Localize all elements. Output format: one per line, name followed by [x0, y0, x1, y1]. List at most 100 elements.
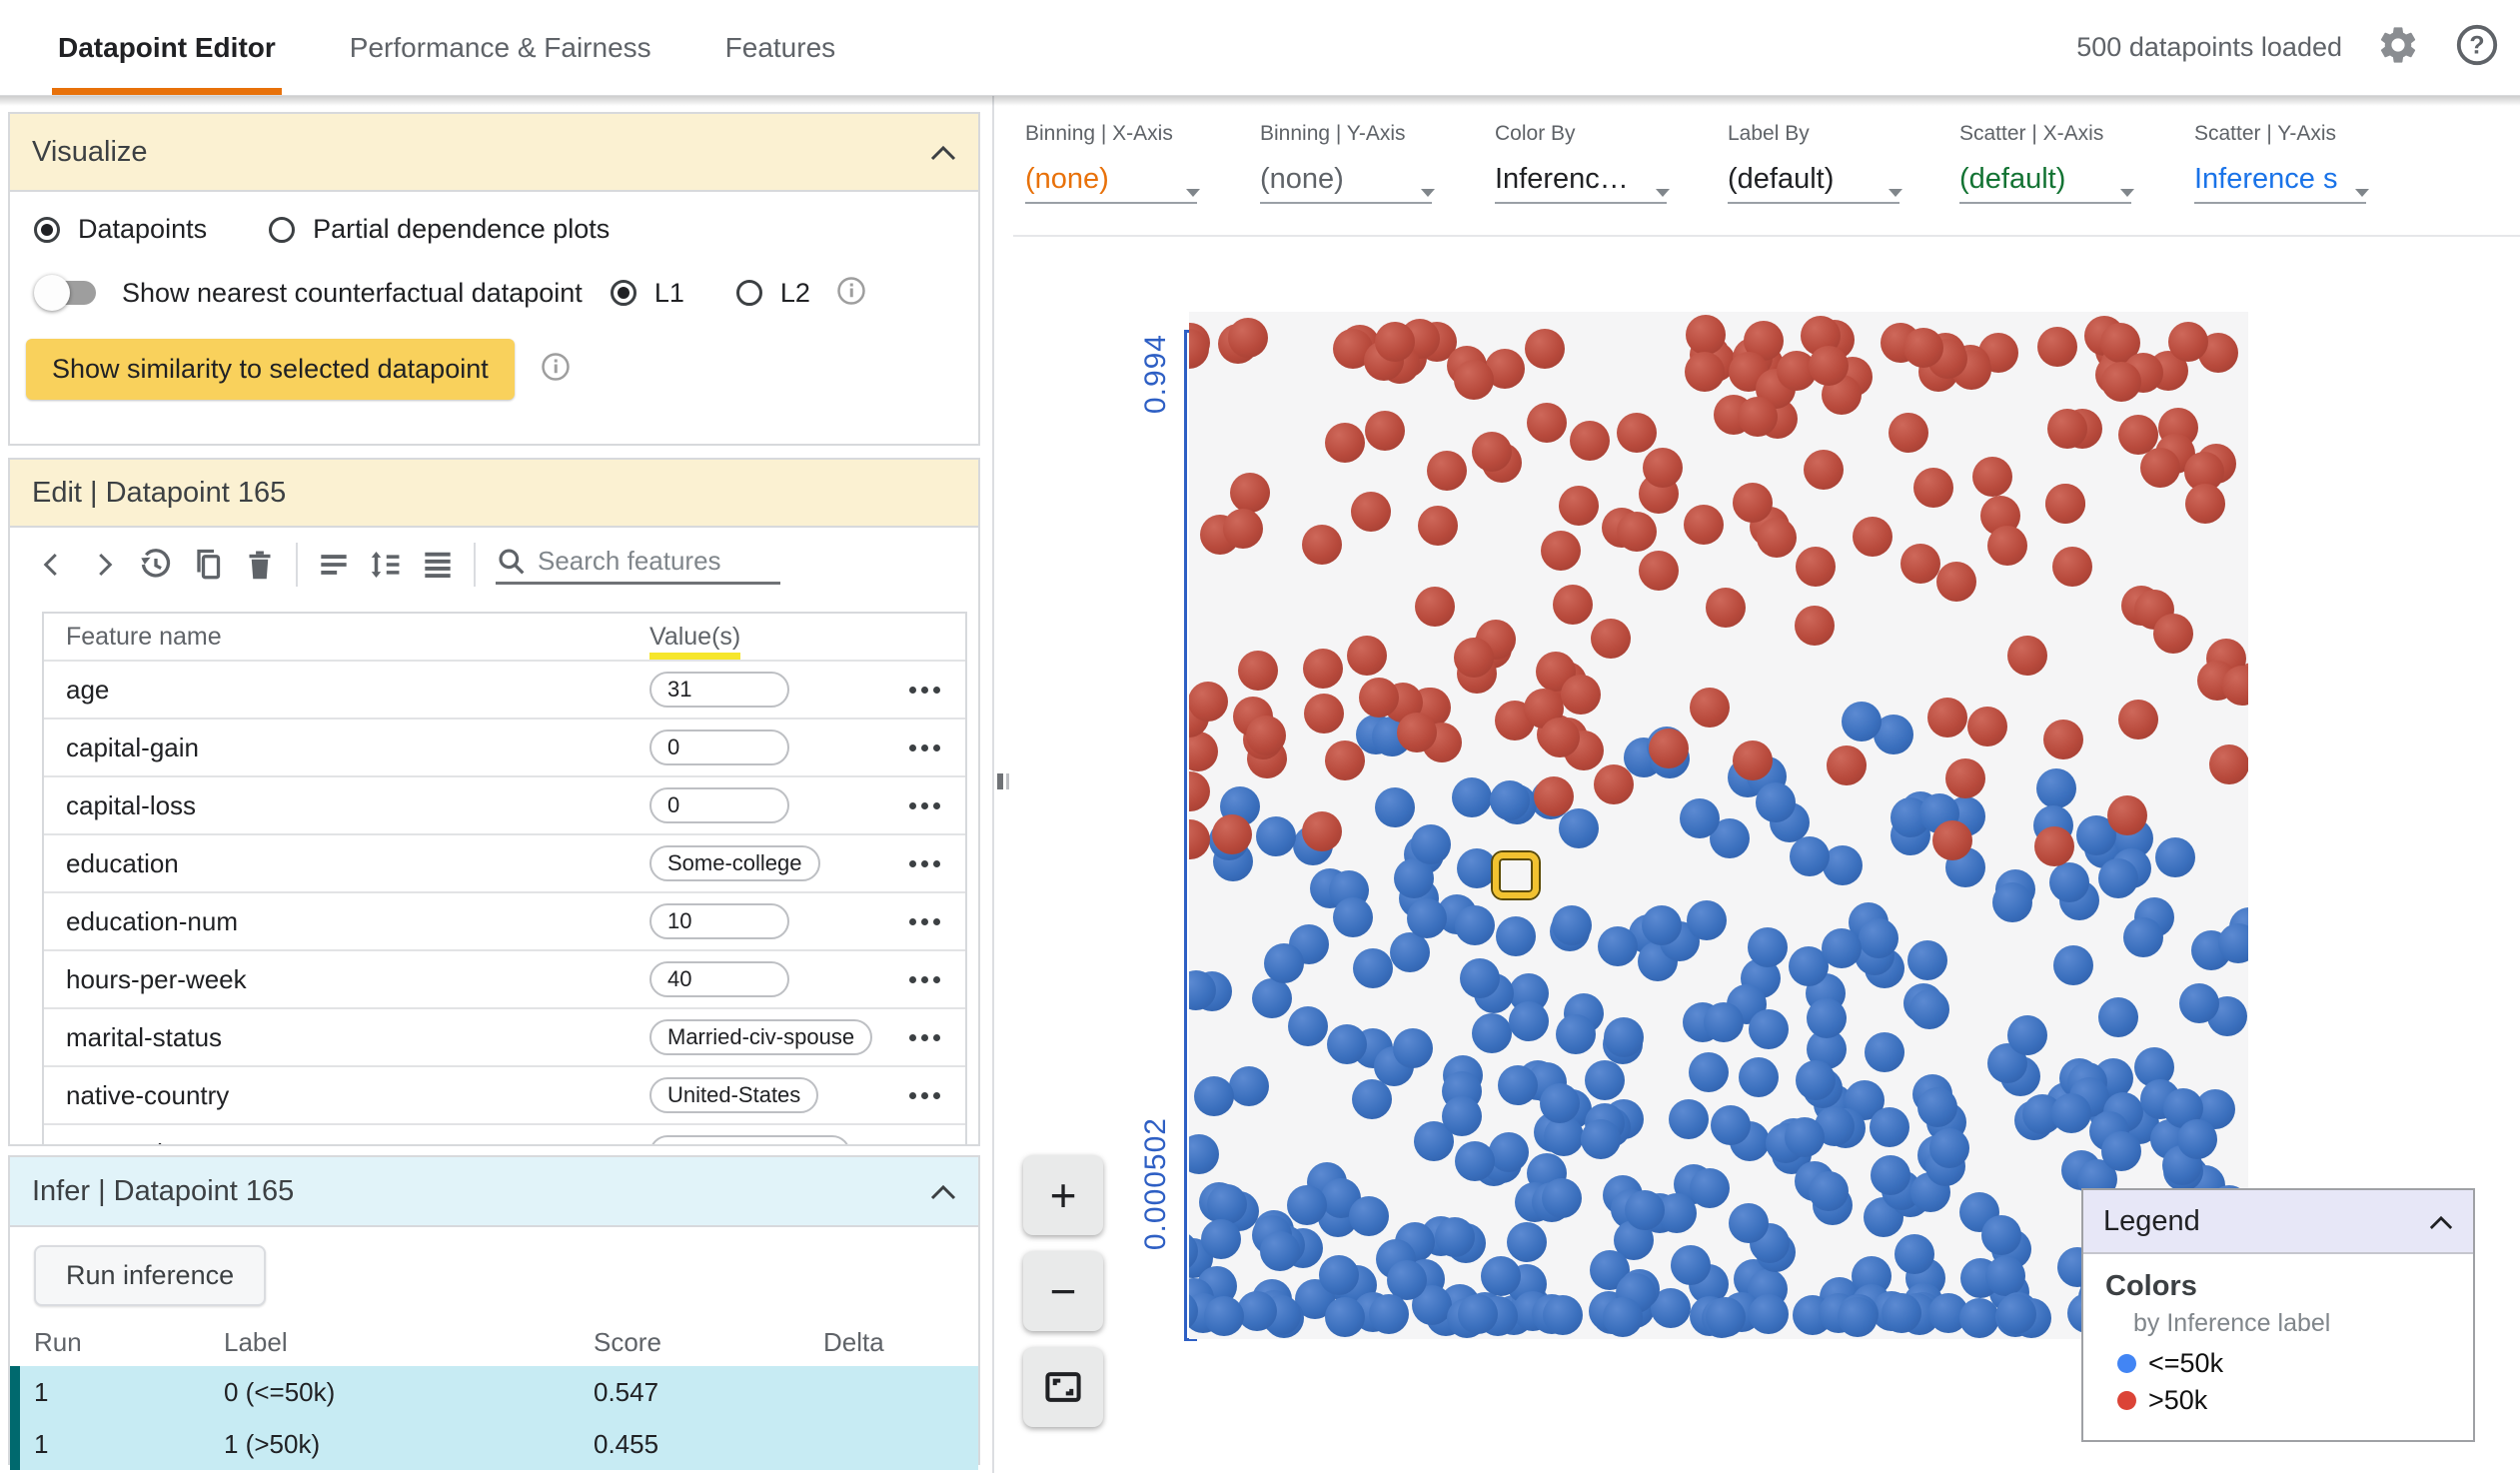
settings-gear-icon[interactable]: [2376, 23, 2420, 72]
datapoint-dot-blue[interactable]: [1480, 1255, 1521, 1296]
datapoint-dot-blue[interactable]: [1488, 1131, 1529, 1172]
feature-menu-button[interactable]: [901, 859, 965, 867]
feature-menu-button[interactable]: [901, 743, 965, 751]
restore-datapoint-icon[interactable]: [130, 539, 182, 591]
datapoint-dot-blue[interactable]: [1679, 798, 1720, 839]
datapoint-dot-blue[interactable]: [1455, 1141, 1495, 1182]
datapoint-dot-red[interactable]: [1189, 681, 1228, 722]
datapoint-dot-blue[interactable]: [1992, 881, 2033, 922]
datapoint-dot-blue[interactable]: [1871, 1155, 1911, 1196]
radio-l1[interactable]: [610, 280, 636, 306]
datapoint-dot-blue[interactable]: [1703, 1002, 1744, 1043]
datapoint-dot-red[interactable]: [1590, 618, 1631, 659]
datapoint-dot-blue[interactable]: [1375, 786, 1416, 827]
datapoint-dot-blue[interactable]: [1909, 989, 1950, 1030]
datapoint-dot-blue[interactable]: [1256, 815, 1297, 856]
datapoint-dot-red[interactable]: [1642, 448, 1683, 489]
datapoint-dot-blue[interactable]: [1442, 1095, 1483, 1136]
visualize-header[interactable]: Visualize: [10, 114, 978, 192]
datapoint-dot-blue[interactable]: [1194, 1076, 1235, 1117]
infer-header[interactable]: Infer | Datapoint 165: [10, 1157, 978, 1227]
show-similarity-button[interactable]: Show similarity to selected datapoint: [26, 339, 515, 400]
datapoint-dot-red[interactable]: [2033, 826, 2074, 867]
datapoint-dot-red[interactable]: [1301, 811, 1342, 852]
datapoint-dot-blue[interactable]: [1598, 926, 1639, 967]
datapoint-dot-blue[interactable]: [1928, 1128, 1969, 1169]
datapoint-dot-blue[interactable]: [1555, 1014, 1596, 1055]
delete-datapoint-icon[interactable]: [234, 539, 286, 591]
datapoint-dot-blue[interactable]: [1406, 897, 1447, 938]
datapoint-dot-blue[interactable]: [2100, 1130, 2141, 1171]
datapoint-dot-blue[interactable]: [1286, 1185, 1327, 1226]
datapoint-dot-red[interactable]: [1540, 717, 1581, 757]
datapoint-dot-red[interactable]: [2208, 743, 2248, 784]
sort-features-icon[interactable]: [308, 539, 360, 591]
datapoint-dot-blue[interactable]: [1189, 1231, 1198, 1272]
datapoint-dot-blue[interactable]: [1958, 1297, 1999, 1338]
datapoint-dot-red[interactable]: [1570, 420, 1611, 461]
datapoint-dot-red[interactable]: [1757, 517, 1798, 558]
datapoint-dot-red[interactable]: [1685, 314, 1726, 355]
feature-value-input[interactable]: Married-civ-spouse: [649, 1019, 873, 1055]
control-dropdown[interactable]: (none): [1025, 158, 1205, 200]
datapoint-dot-blue[interactable]: [1489, 779, 1530, 820]
datapoint-dot-red[interactable]: [1246, 716, 1287, 756]
datapoint-dot-blue[interactable]: [1288, 1005, 1329, 1046]
datapoint-dot-red[interactable]: [1594, 764, 1635, 805]
datapoint-dot-red[interactable]: [1189, 731, 1218, 771]
datapoint-dot-red[interactable]: [2185, 484, 2226, 525]
datapoint-dot-red[interactable]: [2118, 414, 2159, 455]
datapoint-dot-blue[interactable]: [2035, 768, 2076, 809]
reset-view-button[interactable]: [1023, 1347, 1103, 1427]
datapoint-dot-blue[interactable]: [2177, 1118, 2218, 1159]
datapoint-dot-red[interactable]: [1913, 468, 1954, 509]
datapoint-dot-red[interactable]: [1346, 636, 1387, 677]
radio-partial-dependence-plots[interactable]: [269, 216, 296, 243]
datapoint-dot-red[interactable]: [1690, 688, 1731, 729]
datapoint-dot-red[interactable]: [1350, 492, 1391, 533]
datapoint-dot-red[interactable]: [1706, 588, 1747, 629]
datapoint-dot-red[interactable]: [1189, 770, 1211, 811]
datapoint-dot-blue[interactable]: [1201, 1218, 1242, 1259]
datapoint-dot-red[interactable]: [1902, 327, 1943, 368]
datapoint-dot-red[interactable]: [2043, 720, 2084, 760]
datapoint-dot-red[interactable]: [1794, 605, 1835, 646]
feature-value-input[interactable]: United-States: [649, 1077, 819, 1113]
feature-menu-button[interactable]: [901, 1033, 965, 1041]
feature-value-input[interactable]: 0: [649, 730, 789, 765]
tab-datapoint-editor[interactable]: Datapoint Editor: [52, 0, 282, 95]
feature-value-input[interactable]: Exec-managerial: [649, 1135, 851, 1144]
datapoint-dot-blue[interactable]: [1351, 1079, 1392, 1120]
datapoint-dot-red[interactable]: [1418, 506, 1459, 547]
datapoint-dot-blue[interactable]: [1393, 1027, 1434, 1068]
datapoint-dot-red[interactable]: [1795, 546, 1836, 587]
datapoint-dot-red[interactable]: [2152, 613, 2193, 654]
datapoint-dot-blue[interactable]: [1349, 1195, 1390, 1236]
datapoint-dot-blue[interactable]: [2052, 945, 2093, 986]
datapoint-dot-red[interactable]: [1359, 678, 1400, 719]
datapoint-dot-blue[interactable]: [1821, 927, 1862, 968]
radio-datapoints[interactable]: [34, 216, 60, 243]
datapoint-dot-red[interactable]: [2051, 547, 2092, 588]
datapoint-dot-blue[interactable]: [1206, 1183, 1247, 1224]
datapoint-dot-red[interactable]: [1732, 483, 1773, 524]
datapoint-dot-red[interactable]: [1534, 776, 1575, 817]
datapoint-dot-blue[interactable]: [1472, 1012, 1513, 1053]
datapoint-dot-red[interactable]: [1230, 473, 1271, 514]
datapoint-dot-blue[interactable]: [1859, 918, 1899, 959]
datapoint-dot-blue[interactable]: [1458, 1294, 1499, 1335]
datapoint-dot-blue[interactable]: [2123, 916, 2164, 957]
datapoint-dot-blue[interactable]: [1807, 998, 1848, 1039]
control-dropdown[interactable]: Inferenc…: [1495, 158, 1675, 200]
info-icon[interactable]: [541, 352, 571, 387]
control-dropdown[interactable]: Inference s: [2194, 158, 2374, 200]
tab-features[interactable]: Features: [724, 31, 836, 63]
datapoint-dot-blue[interactable]: [1580, 1119, 1621, 1160]
datapoint-dot-red[interactable]: [1737, 397, 1778, 438]
datapoint-dot-blue[interactable]: [1686, 899, 1727, 940]
datapoint-dot-blue[interactable]: [1841, 702, 1882, 742]
datapoint-dot-blue[interactable]: [1189, 1291, 1198, 1332]
datapoint-dot-red[interactable]: [1945, 758, 1986, 799]
feature-value-input[interactable]: 0: [649, 787, 789, 823]
datapoint-dot-blue[interactable]: [1689, 1051, 1730, 1092]
